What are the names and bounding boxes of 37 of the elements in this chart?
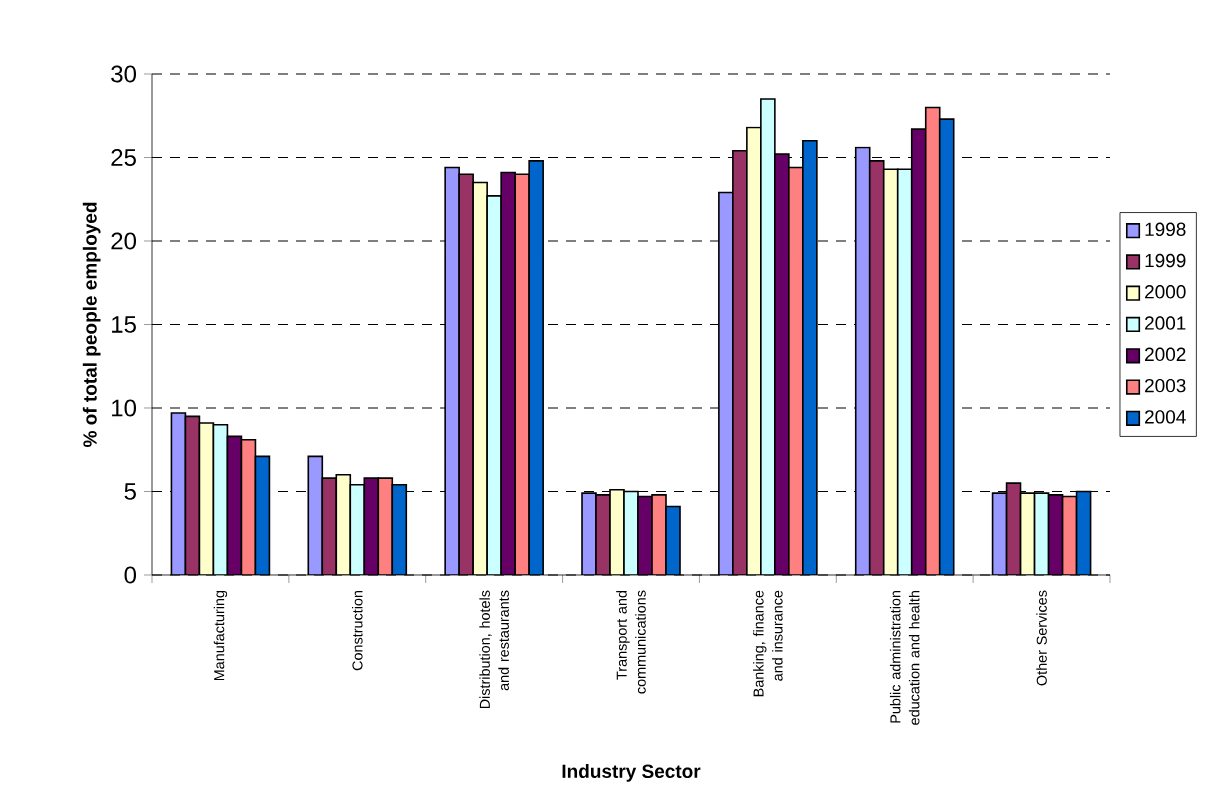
bar	[226, 435, 243, 575]
x-axis-title: Industry Sector	[562, 764, 701, 782]
x-tick-label: Banking, finance and insurance	[753, 590, 783, 697]
x-tick-label: Other Services	[1036, 590, 1047, 686]
y-tick-label: 5	[124, 483, 136, 500]
legend-label: 2002	[1145, 347, 1186, 362]
y-tick-label: 20	[111, 232, 137, 250]
bar	[170, 412, 187, 575]
bar	[184, 415, 201, 575]
y-tick-label: 15	[112, 316, 136, 333]
bar	[254, 455, 271, 575]
legend-label: 2004	[1145, 410, 1186, 424]
x-tick-label: Construction	[351, 591, 363, 671]
legend-label: 1998	[1145, 222, 1186, 237]
bar	[1005, 482, 1022, 575]
bar	[991, 492, 1008, 575]
y-axis-title: % of total people employed	[82, 202, 101, 447]
legend-label: 2000	[1145, 285, 1186, 299]
bar	[1061, 495, 1078, 575]
y-tick-label: 0	[124, 566, 137, 584]
y-tick-label: 30	[111, 65, 137, 83]
legend-label: 2003	[1145, 378, 1186, 393]
bar	[1075, 490, 1092, 575]
legend-label: 1999	[1145, 253, 1186, 268]
bar	[240, 438, 257, 575]
bar	[1047, 494, 1064, 575]
x-tick-label: Public administration education and health	[889, 591, 920, 725]
bar	[1033, 492, 1050, 575]
x-tick-label: Distribution, hotels and restaurants	[479, 590, 509, 709]
x-tick-label: Manufacturing	[213, 590, 228, 681]
y-tick-label: 10	[112, 399, 137, 417]
x-tick-label: Transport and communications	[616, 590, 646, 694]
legend-label: 2001	[1145, 316, 1186, 330]
bar	[212, 423, 229, 575]
bar	[1019, 492, 1036, 575]
y-tick-label: 25	[111, 149, 136, 166]
bar	[198, 422, 215, 575]
